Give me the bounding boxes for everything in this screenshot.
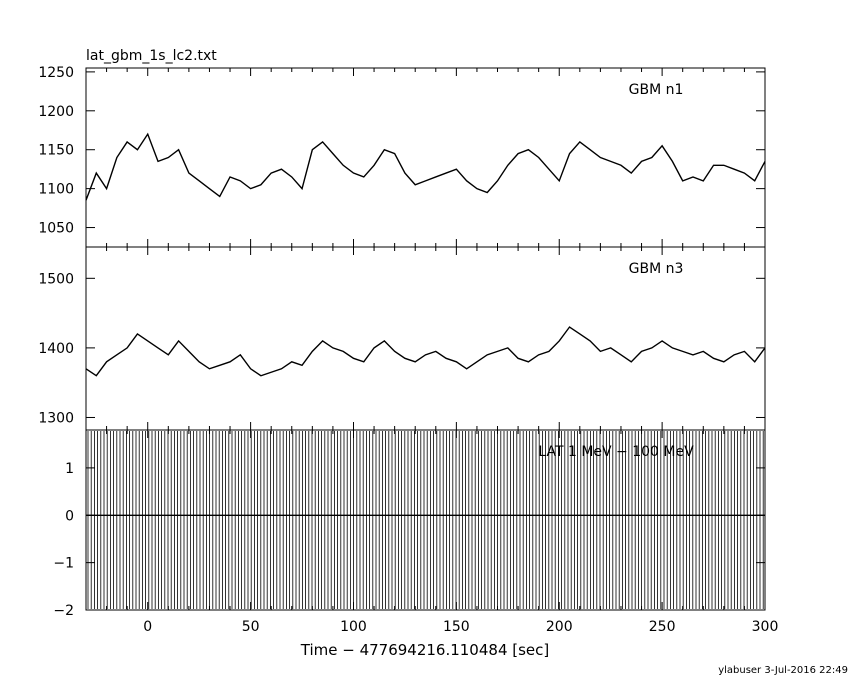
x-tick-label: 300 xyxy=(752,619,779,635)
series-line xyxy=(85,132,766,201)
y-tick-label: −1 xyxy=(53,556,74,572)
y-tick-label: 0 xyxy=(65,508,74,524)
y-tick-label: 1300 xyxy=(38,410,74,426)
y-tick-label: 1100 xyxy=(38,182,74,198)
x-tick-label: 0 xyxy=(143,619,152,635)
series-line xyxy=(85,326,766,377)
x-tick-label: 200 xyxy=(546,619,573,635)
y-tick-label: 1200 xyxy=(38,104,74,120)
footer-stamp: ylabuser 3-Jul-2016 22:49 xyxy=(718,665,848,676)
x-tick-label: 150 xyxy=(443,619,470,635)
y-tick-label: 1 xyxy=(65,461,74,477)
x-tick-label: 100 xyxy=(340,619,367,635)
y-tick-label: 1150 xyxy=(38,143,74,159)
y-tick-label: 1500 xyxy=(38,271,74,287)
y-tick-label: −2 xyxy=(53,603,74,619)
panel-frame xyxy=(85,429,766,611)
x-tick-label: 250 xyxy=(649,619,676,635)
figure-title: lat_gbm_1s_lc2.txt xyxy=(86,48,217,64)
y-tick-label: 1050 xyxy=(38,221,74,237)
y-tick-label: 1400 xyxy=(38,341,74,357)
x-tick-label: 50 xyxy=(242,619,260,635)
panel-label: GBM n1 xyxy=(629,82,684,98)
x-axis-label: Time − 477694216.110484 [sec] xyxy=(300,641,550,659)
y-tick-label: 1250 xyxy=(38,65,74,81)
panel-label: GBM n3 xyxy=(629,261,684,277)
